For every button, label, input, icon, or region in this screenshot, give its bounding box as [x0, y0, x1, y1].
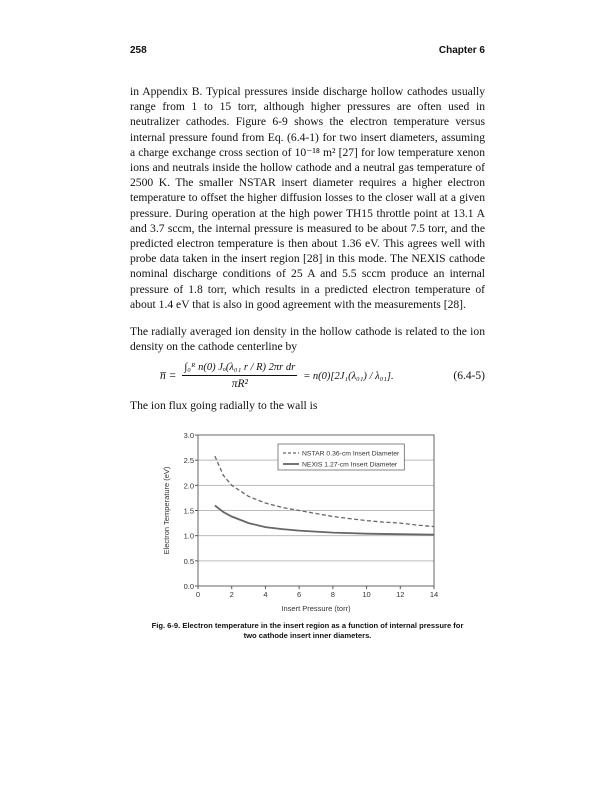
- eq-lhs: n̅ =: [160, 370, 177, 383]
- body-text: in Appendix B. Typical pressures inside …: [130, 84, 485, 641]
- chapter-title: Chapter 6: [438, 45, 485, 56]
- series-line-nexis: [214, 504, 435, 536]
- eq-number: (6.4-5): [453, 370, 485, 383]
- x-tick-label: 10: [362, 590, 370, 599]
- equation-6-4-5: n̅ = ∫₀ᴿ n(0) Jₒ(λ₀₁ r / R) 2πr dr πR² =…: [130, 362, 485, 390]
- plot-frame: [197, 434, 435, 587]
- x-tick-label: 6: [297, 590, 301, 599]
- y-tick-label: 2.5: [184, 456, 194, 465]
- page-number: 258: [130, 45, 147, 56]
- eq-denominator: πR²: [231, 378, 248, 391]
- eq-numerator: ∫₀ᴿ n(0) Jₒ(λ₀₁ r / R) 2πr dr: [182, 362, 298, 377]
- figure-caption: Fig. 6-9. Electron temperature in the in…: [151, 620, 464, 640]
- series-line-nstar: [214, 455, 435, 527]
- paragraph-1: in Appendix B. Typical pressures inside …: [130, 85, 485, 311]
- y-tick-label: 2.0: [184, 481, 194, 490]
- y-axis-label: Electron Temperature (eV): [162, 466, 171, 554]
- x-tick-label: 4: [263, 590, 267, 599]
- x-axis-label: Insert Pressure (torr): [281, 604, 351, 613]
- y-tick-label: 0.0: [184, 582, 194, 591]
- eq-rhs: = n(0)[2J₁(λ₀₁) / λ₀₁].: [303, 370, 394, 382]
- paragraph-3: The ion flux going radially to the wall …: [130, 399, 318, 413]
- paragraph-2: The radially averaged ion density in the…: [130, 325, 485, 354]
- y-tick-label: 0.5: [184, 556, 194, 565]
- x-tick-label: 8: [331, 590, 335, 599]
- x-tick-label: 2: [230, 590, 234, 599]
- x-tick-label: 12: [396, 590, 404, 599]
- eq-fraction: ∫₀ᴿ n(0) Jₒ(λ₀₁ r / R) 2πr dr πR²: [182, 362, 298, 391]
- legend-box: [277, 443, 405, 471]
- figure-6-9-chart: 0.0 0.5 1.0 1.5 2.0 2.5 3.0 0 2 4 6 8 10 12 14 Insert P…: [162, 431, 438, 613]
- y-tick-label: 1.5: [184, 506, 194, 515]
- x-tick-label: 14: [430, 590, 438, 599]
- running-header: 258 Chapter 6: [130, 45, 485, 56]
- x-tick-label: 0: [196, 590, 200, 599]
- y-tick-label: 3.0: [184, 431, 194, 440]
- legend-label: NSTAR 0.36-cm Insert Diameter: [302, 450, 400, 457]
- y-tick-label: 1.0: [184, 531, 194, 540]
- legend-label: NEXIS 1.27-cm Insert Diameter: [302, 461, 398, 468]
